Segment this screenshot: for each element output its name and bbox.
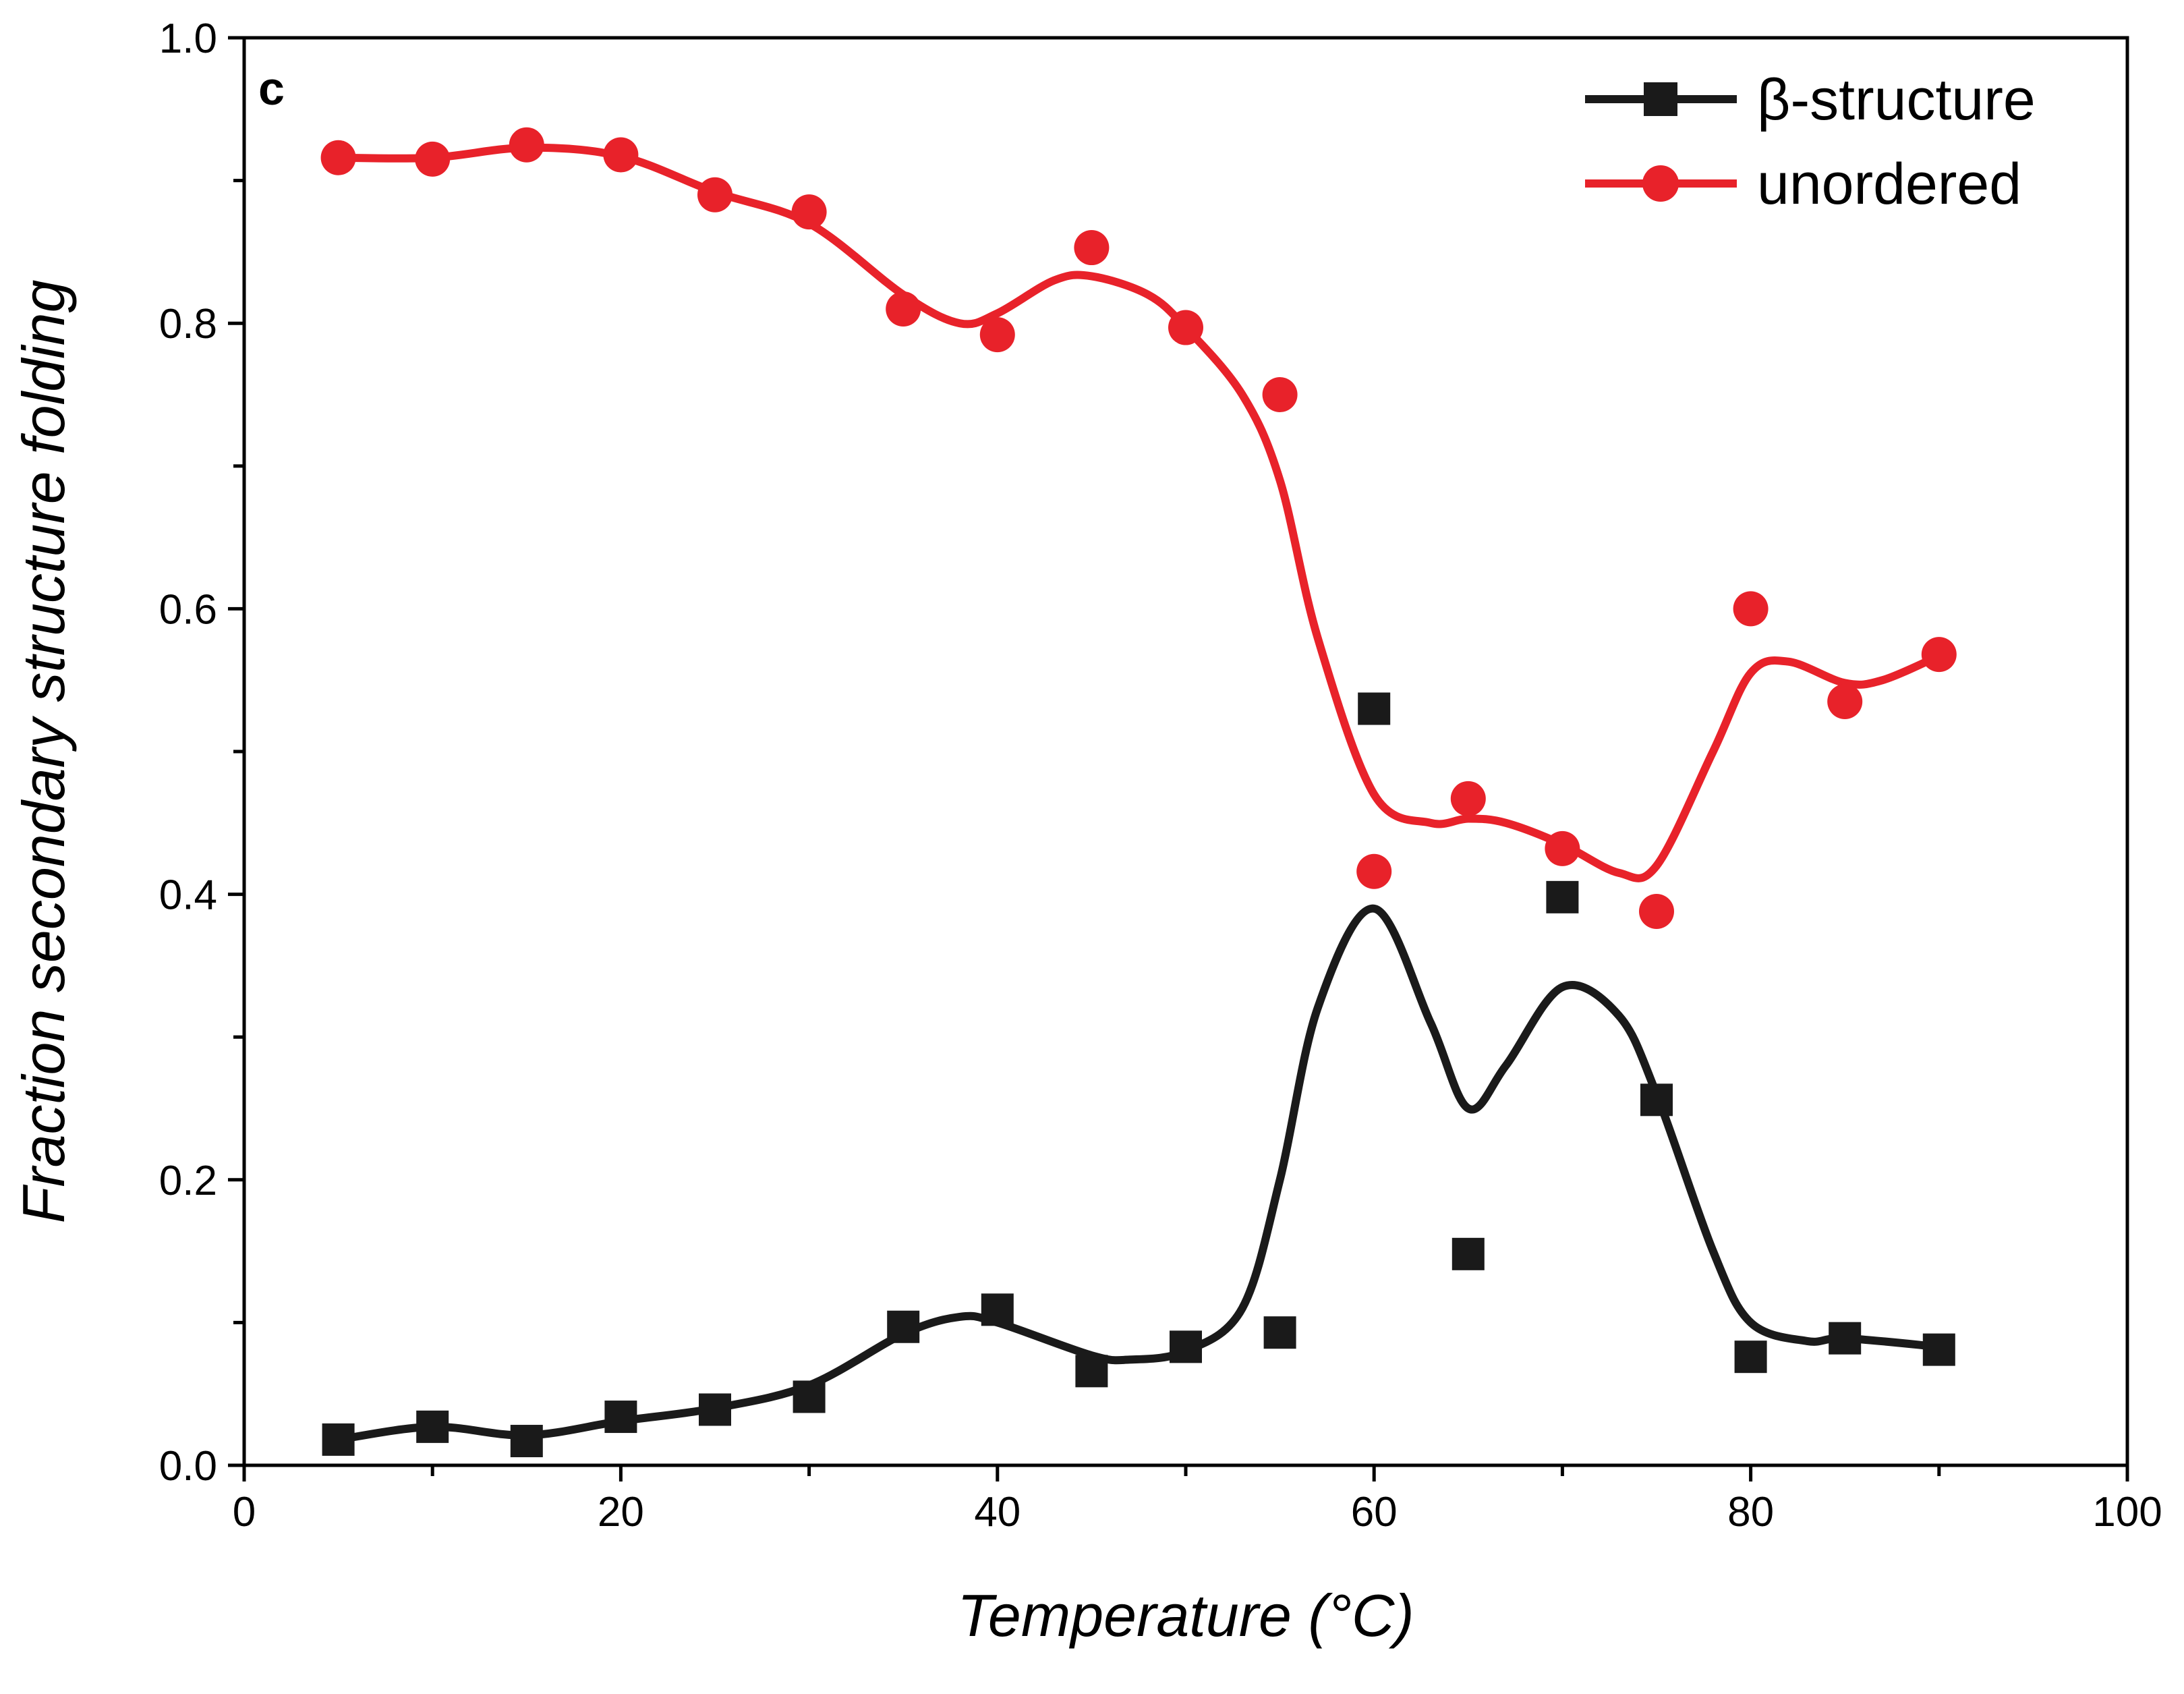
data-point-unordered — [1733, 591, 1769, 627]
panel-label: c — [258, 62, 285, 115]
data-point-unordered — [1450, 781, 1486, 816]
series-line-beta-structure — [334, 904, 1943, 1444]
data-point-beta-structure — [1263, 1316, 1296, 1349]
data-point-unordered — [320, 140, 356, 175]
y-tick-label: 1.0 — [159, 16, 217, 62]
y-tick-label: 0.2 — [159, 1158, 217, 1204]
data-point-unordered — [1639, 893, 1674, 929]
data-point-beta-structure — [1358, 692, 1391, 725]
data-point-unordered — [1262, 377, 1298, 412]
x-axis-title: Temperature (°C) — [957, 1582, 1414, 1649]
data-point-unordered — [509, 127, 544, 163]
data-point-unordered — [791, 194, 827, 230]
data-point-beta-structure — [322, 1423, 355, 1456]
y-tick-label: 0.8 — [159, 301, 217, 347]
x-tick-label: 20 — [598, 1489, 644, 1535]
x-tick-label: 0 — [233, 1489, 256, 1535]
y-tick-label: 0.4 — [159, 872, 217, 919]
series-beta-structure — [322, 692, 1955, 1458]
data-point-beta-structure — [699, 1393, 731, 1426]
data-point-beta-structure — [416, 1410, 449, 1443]
x-tick-label: 100 — [2092, 1489, 2162, 1535]
legend-marker-unordered — [1642, 165, 1679, 202]
data-point-unordered — [979, 317, 1015, 353]
series-unordered — [320, 127, 1957, 929]
legend-label-unordered: unordered — [1757, 152, 2021, 217]
data-point-beta-structure — [1734, 1340, 1767, 1374]
data-point-unordered — [1545, 830, 1580, 866]
data-point-unordered — [415, 141, 451, 177]
data-point-beta-structure — [1075, 1355, 1108, 1388]
data-point-beta-structure — [510, 1425, 543, 1458]
data-point-unordered — [603, 137, 639, 173]
y-axis-title: Fraction secondary structure folding — [10, 279, 77, 1223]
data-point-beta-structure — [604, 1401, 637, 1434]
data-point-unordered — [1074, 230, 1110, 266]
data-point-beta-structure — [1546, 880, 1579, 913]
series-layer — [320, 127, 1957, 1458]
data-point-unordered — [1921, 637, 1957, 673]
legend-marker-beta-structure — [1644, 82, 1677, 116]
data-point-beta-structure — [1452, 1237, 1485, 1270]
x-tick-label: 60 — [1351, 1489, 1398, 1535]
x-tick-label: 40 — [974, 1489, 1021, 1535]
data-point-beta-structure — [1922, 1333, 1955, 1366]
data-point-unordered — [886, 291, 921, 327]
y-axis-ticks: 0.0 0.2 0.4 0.6 0.8 1.0 — [159, 16, 244, 1490]
x-tick-label: 80 — [1727, 1489, 1774, 1535]
data-point-unordered — [1827, 683, 1863, 719]
data-point-beta-structure — [1640, 1083, 1673, 1117]
x-axis-ticks: 0 20 40 60 80 100 — [233, 1465, 2162, 1535]
data-point-beta-structure — [887, 1310, 920, 1343]
data-point-beta-structure — [1829, 1322, 1862, 1355]
data-point-unordered — [1168, 310, 1203, 345]
data-point-beta-structure — [1170, 1330, 1202, 1363]
data-point-beta-structure — [793, 1380, 826, 1413]
legend: β-structure unordered — [1585, 67, 2036, 217]
data-point-unordered — [697, 177, 732, 213]
y-tick-label: 0.6 — [159, 586, 217, 633]
data-point-unordered — [1356, 853, 1392, 889]
y-tick-label: 0.0 — [159, 1443, 217, 1490]
data-point-beta-structure — [981, 1293, 1014, 1326]
legend-label-beta-structure: β-structure — [1757, 67, 2036, 132]
